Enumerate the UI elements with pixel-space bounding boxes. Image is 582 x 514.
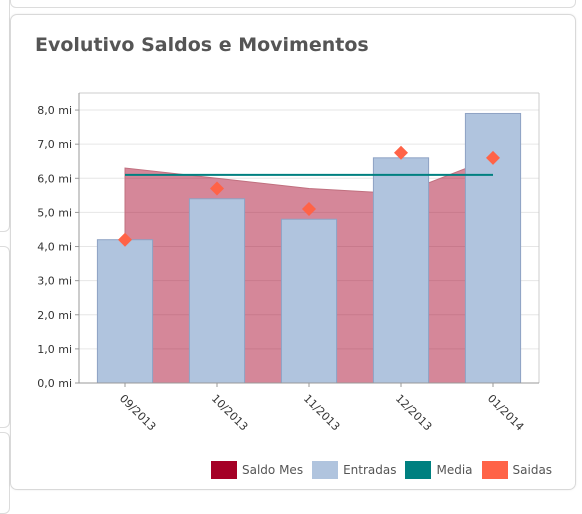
- saidas-point: [486, 150, 500, 165]
- chart-card: Evolutivo Saldos e Movimentos 0,0 mi 1,0 …: [10, 14, 576, 490]
- saidas-point: [394, 145, 408, 160]
- y-tick-label: 3,0 mi: [37, 275, 72, 288]
- saidas-point: [118, 232, 132, 247]
- y-tick-label: 0,0 mi: [37, 377, 72, 390]
- saidas-points: [118, 145, 500, 247]
- saidas-point: [210, 181, 224, 196]
- y-tick-label: 4,0 mi: [37, 241, 72, 254]
- legend-label: Entradas: [343, 463, 397, 477]
- legend-item: Entradas: [312, 461, 396, 479]
- x-tick-label: 01/2014: [485, 392, 527, 434]
- saidas-point: [302, 202, 316, 216]
- legend-item: Media: [405, 461, 473, 479]
- background-card-left-middle: [0, 246, 10, 428]
- legend-label: Media: [436, 463, 473, 477]
- chart-title: Evolutivo Saldos e Movimentos: [35, 34, 369, 56]
- y-tick-label: 2,0 mi: [37, 309, 72, 322]
- chart-legend: Saldo Mes Entradas Media Saidas: [211, 459, 561, 481]
- y-tick-label: 5,0 mi: [37, 206, 72, 219]
- entradas-bar: [188, 198, 246, 384]
- legend-label: Saidas: [512, 463, 553, 477]
- x-tick-labels: 09/2013 10/2013 11/2013 12/2013 01/2014: [117, 392, 527, 434]
- entradas-bar: [96, 239, 154, 384]
- legend-item: Saidas: [481, 461, 553, 479]
- y-tick-label: 8,0 mi: [37, 104, 72, 117]
- background-card-top: [10, 0, 576, 8]
- x-tick-label: 11/2013: [301, 392, 343, 434]
- background-card-left-bottom: [0, 432, 10, 514]
- y-tick-label: 7,0 mi: [37, 138, 72, 151]
- legend-swatch: [211, 461, 237, 479]
- entradas-bar: [372, 157, 430, 384]
- legend-swatch: [405, 461, 432, 479]
- y-tick-label: 1,0 mi: [37, 343, 72, 356]
- background-card-left-top: [0, 0, 10, 232]
- axes: [75, 92, 540, 387]
- entradas-bar: [280, 218, 338, 384]
- legend-swatch: [481, 461, 508, 479]
- y-tick-labels: 0,0 mi 1,0 mi 2,0 mi 3,0 mi 4,0 mi 5,0 mi 6,0 …: [37, 104, 72, 390]
- legend-swatch: [312, 461, 339, 479]
- x-tick-label: 12/2013: [393, 392, 435, 434]
- chart-svg: 0,0 mi 1,0 mi 2,0 mi 3,0 mi 4,0 mi 5,0 mi 6,0 …: [37, 92, 540, 434]
- entradas-bars: [96, 112, 522, 384]
- x-tick-label: 09/2013: [117, 392, 159, 434]
- legend-label: Saldo Mes: [242, 463, 304, 477]
- legend-item: Saldo Mes: [211, 461, 303, 479]
- y-tick-label: 6,0 mi: [37, 172, 72, 185]
- x-tick-label: 10/2013: [209, 392, 251, 434]
